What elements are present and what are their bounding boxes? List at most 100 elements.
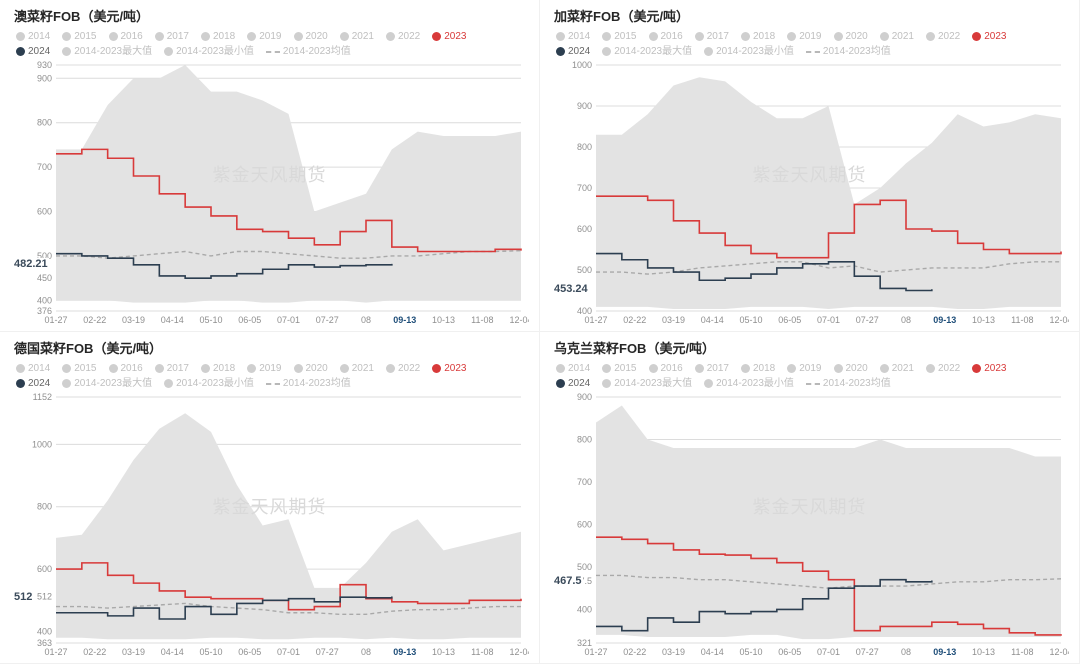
- legend-year-2023[interactable]: 2023: [972, 361, 1006, 376]
- legend-year-2018[interactable]: 2018: [741, 29, 775, 44]
- legend-year-2018[interactable]: 2018: [201, 361, 235, 376]
- legend-mean[interactable]: 2014-2023均值: [806, 44, 891, 59]
- chart-title: 乌克兰菜籽FOB（美元/吨）: [554, 338, 1069, 357]
- legend-year-2022[interactable]: 2022: [386, 29, 420, 44]
- dot-icon: [386, 32, 395, 41]
- legend: 2014 2015 2016 2017 2018 2019 2020 2021 …: [556, 29, 1069, 59]
- panel-can: 加菜籽FOB（美元/吨） 2014 2015 2016 2017 2018 20…: [540, 0, 1080, 332]
- dot-icon: [602, 379, 611, 388]
- dot-icon: [340, 32, 349, 41]
- legend-year-2017[interactable]: 2017: [155, 361, 189, 376]
- svg-text:1000: 1000: [32, 439, 52, 449]
- dot-icon: [602, 47, 611, 56]
- dot-icon: [926, 32, 935, 41]
- legend-year-2016[interactable]: 2016: [649, 29, 683, 44]
- legend-mean[interactable]: 2014-2023均值: [266, 44, 351, 59]
- legend-year-2015[interactable]: 2015: [62, 361, 96, 376]
- legend-year-2021[interactable]: 2021: [880, 361, 914, 376]
- plot-area: 376400450500600700800900930 01-2702-2203…: [10, 61, 529, 329]
- legend-year-2023[interactable]: 2023: [432, 29, 466, 44]
- legend-year-2014[interactable]: 2014: [556, 361, 590, 376]
- legend-mean[interactable]: 2014-2023均值: [266, 376, 351, 391]
- svg-text:400: 400: [577, 604, 592, 614]
- svg-text:01-27: 01-27: [584, 315, 607, 325]
- legend-min[interactable]: 2014-2023最小值: [164, 376, 254, 391]
- svg-text:07-27: 07-27: [316, 315, 339, 325]
- legend-max[interactable]: 2014-2023最大值: [602, 376, 692, 391]
- legend-year-2020[interactable]: 2020: [834, 361, 868, 376]
- legend-year-2021[interactable]: 2021: [340, 361, 374, 376]
- legend-year-2018[interactable]: 2018: [741, 361, 775, 376]
- svg-text:04-14: 04-14: [161, 315, 184, 325]
- legend-year-2015[interactable]: 2015: [602, 29, 636, 44]
- dot-icon: [556, 379, 565, 388]
- svg-text:12-04: 12-04: [1049, 315, 1069, 325]
- svg-text:700: 700: [577, 183, 592, 193]
- svg-text:11-08: 11-08: [1011, 647, 1033, 657]
- svg-text:900: 900: [577, 101, 592, 111]
- chart-title: 加菜籽FOB（美元/吨）: [554, 6, 1069, 25]
- svg-text:09-13: 09-13: [393, 315, 416, 325]
- svg-text:02-22: 02-22: [83, 315, 106, 325]
- legend-year-2017[interactable]: 2017: [695, 361, 729, 376]
- legend-year-2023[interactable]: 2023: [972, 29, 1006, 44]
- legend-year-2019[interactable]: 2019: [247, 29, 281, 44]
- dot-icon: [16, 379, 25, 388]
- legend-max[interactable]: 2014-2023最大值: [62, 44, 152, 59]
- legend-year-2022[interactable]: 2022: [926, 361, 960, 376]
- svg-text:10-13: 10-13: [972, 315, 995, 325]
- legend-year-2014[interactable]: 2014: [16, 361, 50, 376]
- legend-year-2020[interactable]: 2020: [294, 29, 328, 44]
- svg-text:930: 930: [37, 61, 52, 70]
- legend-year-2016[interactable]: 2016: [649, 361, 683, 376]
- svg-text:07-01: 07-01: [277, 647, 300, 657]
- legend-year-2019[interactable]: 2019: [787, 361, 821, 376]
- dot-icon: [247, 364, 256, 373]
- dot-icon: [294, 364, 303, 373]
- legend-year-2023[interactable]: 2023: [432, 361, 466, 376]
- legend-year-2019[interactable]: 2019: [247, 361, 281, 376]
- legend-year-2022[interactable]: 2022: [386, 361, 420, 376]
- legend-year-2021[interactable]: 2021: [340, 29, 374, 44]
- plot-area: 36340051260080010001152 01-2702-2203-190…: [10, 393, 529, 661]
- dot-icon: [556, 32, 565, 41]
- legend-year-2016[interactable]: 2016: [109, 361, 143, 376]
- legend-year-2020[interactable]: 2020: [834, 29, 868, 44]
- svg-text:10-13: 10-13: [432, 315, 455, 325]
- legend-min[interactable]: 2014-2023最小值: [704, 376, 794, 391]
- legend-max[interactable]: 2014-2023最大值: [62, 376, 152, 391]
- legend-max[interactable]: 2014-2023最大值: [602, 44, 692, 59]
- legend-year-2016[interactable]: 2016: [109, 29, 143, 44]
- chart-title: 德国菜籽FOB（美元/吨）: [14, 338, 529, 357]
- svg-text:08: 08: [901, 315, 911, 325]
- legend-year-2019[interactable]: 2019: [787, 29, 821, 44]
- legend-year-2017[interactable]: 2017: [155, 29, 189, 44]
- svg-text:09-13: 09-13: [393, 647, 416, 657]
- legend-year-2014[interactable]: 2014: [556, 29, 590, 44]
- legend-year-2015[interactable]: 2015: [62, 29, 96, 44]
- plot-area: 321400467.5500600700800900 01-2702-2203-…: [550, 393, 1069, 661]
- svg-text:02-22: 02-22: [623, 315, 646, 325]
- legend-year-2020[interactable]: 2020: [294, 361, 328, 376]
- svg-text:500: 500: [577, 265, 592, 275]
- legend-year-2018[interactable]: 2018: [201, 29, 235, 44]
- legend-mean[interactable]: 2014-2023均值: [806, 376, 891, 391]
- svg-text:01-27: 01-27: [584, 647, 607, 657]
- legend-year-2017[interactable]: 2017: [695, 29, 729, 44]
- legend-year-2021[interactable]: 2021: [880, 29, 914, 44]
- legend-year-2015[interactable]: 2015: [602, 361, 636, 376]
- svg-text:10-13: 10-13: [972, 647, 995, 657]
- legend-year-2024[interactable]: 2024: [556, 376, 590, 391]
- legend-year-2014[interactable]: 2014: [16, 29, 50, 44]
- legend: 2014 2015 2016 2017 2018 2019 2020 2021 …: [556, 361, 1069, 391]
- legend-min[interactable]: 2014-2023最小值: [704, 44, 794, 59]
- legend-year-2024[interactable]: 2024: [16, 376, 50, 391]
- legend-year-2022[interactable]: 2022: [926, 29, 960, 44]
- legend-year-2024[interactable]: 2024: [556, 44, 590, 59]
- dash-icon: [266, 51, 280, 53]
- svg-text:800: 800: [577, 142, 592, 152]
- legend-year-2024[interactable]: 2024: [16, 44, 50, 59]
- last-value-annotation: 453.24: [553, 283, 589, 295]
- legend-min[interactable]: 2014-2023最小值: [164, 44, 254, 59]
- svg-text:03-19: 03-19: [122, 315, 145, 325]
